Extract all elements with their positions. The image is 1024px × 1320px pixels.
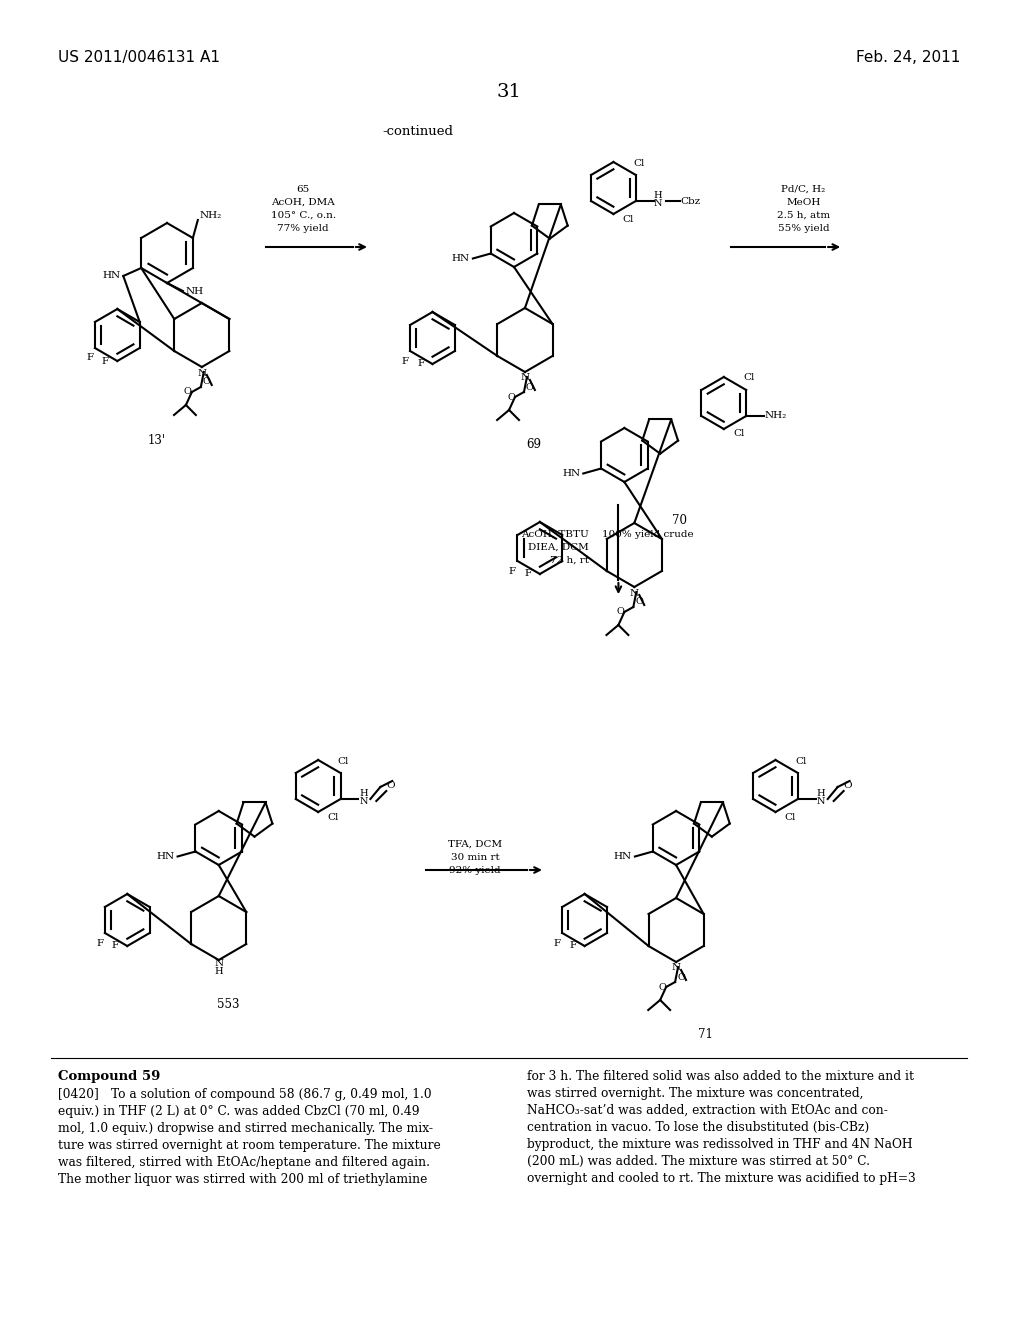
- Text: N: N: [520, 374, 529, 383]
- Text: Pd/C, H₂: Pd/C, H₂: [781, 185, 825, 194]
- Text: O: O: [844, 780, 852, 789]
- Text: AcOH, TBTU: AcOH, TBTU: [521, 531, 589, 539]
- Text: was stirred overnight. The mixture was concentrated,: was stirred overnight. The mixture was c…: [527, 1086, 863, 1100]
- Text: F: F: [509, 566, 516, 576]
- Text: 31: 31: [497, 83, 521, 102]
- Text: O: O: [184, 388, 191, 396]
- Text: F: F: [96, 939, 103, 948]
- Text: 92% yield: 92% yield: [450, 866, 501, 875]
- Text: N: N: [816, 797, 825, 807]
- Text: 77% yield: 77% yield: [278, 224, 329, 234]
- Text: Cl: Cl: [743, 374, 755, 383]
- Text: HN: HN: [452, 253, 470, 263]
- Text: overnight and cooled to rt. The mixture was acidified to pH=3: overnight and cooled to rt. The mixture …: [527, 1172, 915, 1185]
- Text: O: O: [507, 392, 515, 401]
- Text: TFA, DCM: TFA, DCM: [449, 840, 503, 849]
- Text: O: O: [677, 973, 685, 982]
- Text: O: O: [203, 378, 211, 387]
- Text: byproduct, the mixture was redissolved in THF and 4N NaOH: byproduct, the mixture was redissolved i…: [527, 1138, 912, 1151]
- Text: 2.5 h, atm: 2.5 h, atm: [777, 211, 829, 220]
- Text: [0420] To a solution of compound 58 (86.7 g, 0.49 mol, 1.0: [0420] To a solution of compound 58 (86.…: [57, 1088, 431, 1101]
- Text: HN: HN: [102, 272, 121, 281]
- Text: ture was stirred overnight at room temperature. The mixture: ture was stirred overnight at room tempe…: [57, 1139, 440, 1152]
- Text: The mother liquor was stirred with 200 ml of triethylamine: The mother liquor was stirred with 200 m…: [57, 1173, 427, 1185]
- Text: AcOH, DMA: AcOH, DMA: [271, 198, 335, 207]
- Text: (200 mL) was added. The mixture was stirred at 50° C.: (200 mL) was added. The mixture was stir…: [527, 1155, 870, 1168]
- Text: N: N: [630, 589, 639, 598]
- Text: centration in vacuo. To lose the disubstituted (bis-CBz): centration in vacuo. To lose the disubst…: [527, 1121, 869, 1134]
- Text: O: O: [526, 383, 534, 392]
- Text: Cl: Cl: [796, 756, 807, 766]
- Text: Feb. 24, 2011: Feb. 24, 2011: [856, 50, 961, 65]
- Text: NH₂: NH₂: [765, 412, 787, 421]
- Text: H: H: [214, 968, 223, 977]
- Text: F: F: [554, 939, 561, 948]
- Text: N: N: [653, 199, 662, 209]
- Text: HN: HN: [614, 851, 632, 861]
- Text: N: N: [198, 368, 207, 378]
- Text: DIEA, DCM: DIEA, DCM: [527, 543, 589, 552]
- Text: H: H: [359, 789, 368, 799]
- Text: Cl: Cl: [338, 756, 349, 766]
- Text: 13': 13': [148, 433, 166, 446]
- Text: NH₂: NH₂: [200, 211, 222, 220]
- Text: N: N: [214, 960, 223, 969]
- Text: F: F: [101, 356, 109, 366]
- Text: O: O: [635, 598, 643, 606]
- Text: O: O: [658, 982, 666, 991]
- Text: H: H: [653, 191, 663, 201]
- Text: -continued: -continued: [382, 125, 453, 139]
- Text: Compound 59: Compound 59: [57, 1071, 160, 1082]
- Text: Cl: Cl: [733, 429, 744, 438]
- Text: Cl: Cl: [328, 813, 339, 821]
- Text: for 3 h. The filtered solid was also added to the mixture and it: for 3 h. The filtered solid was also add…: [527, 1071, 914, 1082]
- Text: was filtered, stirred with EtOAc/heptane and filtered again.: was filtered, stirred with EtOAc/heptane…: [57, 1156, 430, 1170]
- Text: NH: NH: [185, 286, 204, 296]
- Text: Cl: Cl: [784, 813, 796, 821]
- Text: 71: 71: [698, 1028, 714, 1041]
- Text: O: O: [616, 607, 625, 616]
- Text: F: F: [401, 356, 409, 366]
- Text: NaHCO₃-sat’d was added, extraction with EtOAc and con-: NaHCO₃-sat’d was added, extraction with …: [527, 1104, 888, 1117]
- Text: F: F: [524, 569, 531, 578]
- Text: O: O: [386, 780, 394, 789]
- Text: 69: 69: [526, 438, 542, 451]
- Text: Cbz: Cbz: [680, 197, 700, 206]
- Text: N: N: [672, 964, 681, 973]
- Text: N: N: [359, 797, 368, 807]
- Text: 100% yield crude: 100% yield crude: [601, 531, 693, 539]
- Text: F: F: [417, 359, 424, 368]
- Text: 105° C., o.n.: 105° C., o.n.: [270, 211, 336, 220]
- Text: equiv.) in THF (2 L) at 0° C. was added CbzCl (70 ml, 0.49: equiv.) in THF (2 L) at 0° C. was added …: [57, 1105, 419, 1118]
- Text: 55% yield: 55% yield: [777, 224, 829, 234]
- Text: 553: 553: [217, 998, 240, 1011]
- Text: 65: 65: [297, 185, 310, 194]
- Text: Cl: Cl: [623, 214, 634, 223]
- Text: H: H: [816, 789, 825, 799]
- Text: 70: 70: [672, 513, 686, 527]
- Text: 30 min rt: 30 min rt: [451, 853, 500, 862]
- Text: F: F: [569, 941, 577, 950]
- Text: US 2011/0046131 A1: US 2011/0046131 A1: [57, 50, 220, 65]
- Text: HN: HN: [562, 469, 581, 478]
- Text: 72 h, rt: 72 h, rt: [550, 556, 589, 565]
- Text: HN: HN: [157, 851, 175, 861]
- Text: MeOH: MeOH: [786, 198, 820, 207]
- Text: Cl: Cl: [633, 158, 644, 168]
- Text: F: F: [86, 354, 93, 363]
- Text: F: F: [112, 941, 119, 950]
- Text: mol, 1.0 equiv.) dropwise and stirred mechanically. The mix-: mol, 1.0 equiv.) dropwise and stirred me…: [57, 1122, 433, 1135]
